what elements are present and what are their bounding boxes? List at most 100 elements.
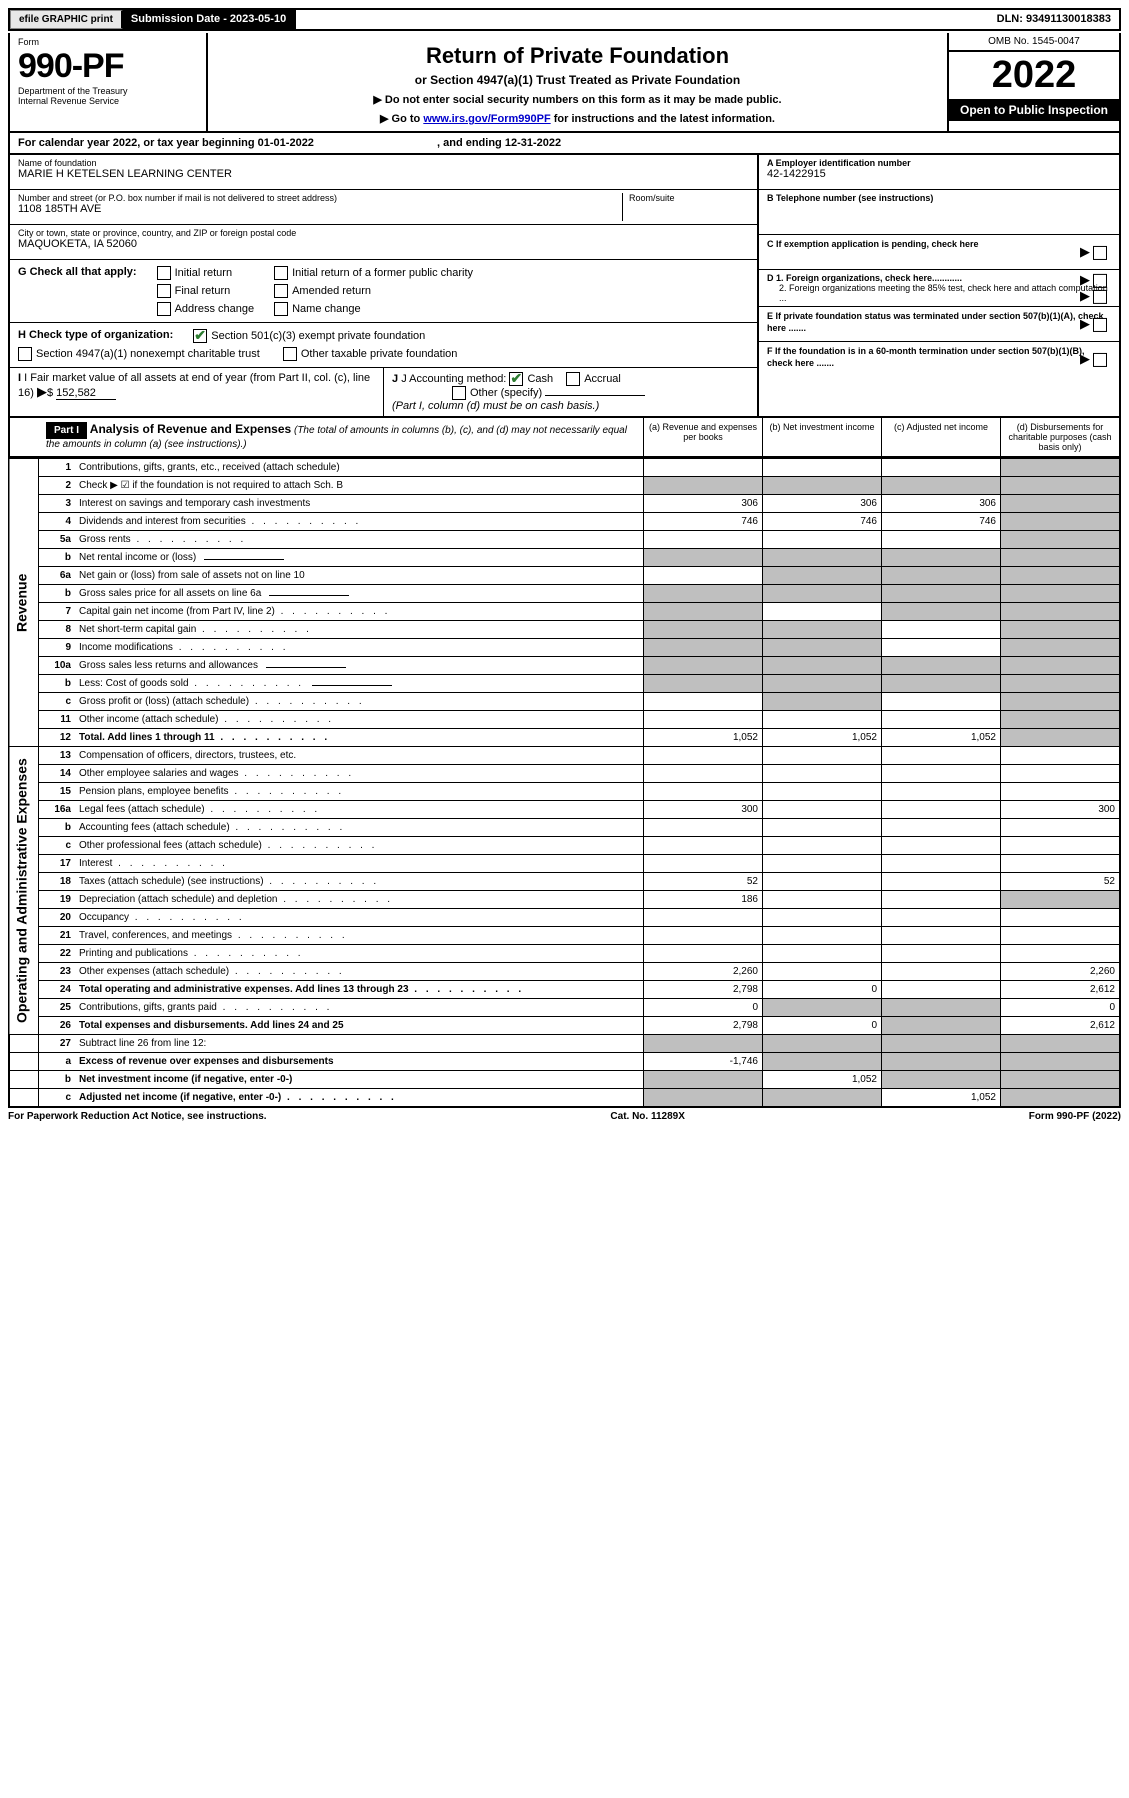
ein-row: A Employer identification number 42-1422… [759, 155, 1119, 190]
table-row: 27Subtract line 26 from line 12: [9, 1035, 1120, 1053]
value-cell-c [882, 1035, 1001, 1053]
value-cell-c [882, 783, 1001, 801]
line-description: Total operating and administrative expen… [75, 981, 644, 999]
line-description: Income modifications [75, 639, 644, 657]
checkbox-cash[interactable] [509, 372, 523, 386]
value-cell-a [644, 459, 763, 477]
line-description: Pension plans, employee benefits [75, 783, 644, 801]
line-number: 3 [39, 495, 76, 513]
checkbox-d1[interactable] [1093, 274, 1107, 288]
value-cell-c [882, 981, 1001, 999]
c-row: C If exemption application is pending, c… [759, 235, 1119, 270]
checkbox-initial-return[interactable] [157, 266, 171, 280]
value-cell-c [882, 1053, 1001, 1071]
line-number: 24 [39, 981, 76, 999]
value-cell-b [763, 531, 882, 549]
checkbox-c[interactable] [1093, 246, 1107, 260]
value-cell-c [882, 999, 1001, 1017]
footer-left: For Paperwork Reduction Act Notice, see … [8, 1111, 267, 1122]
value-cell-a: 746 [644, 513, 763, 531]
line-description: Net rental income or (loss) [75, 549, 644, 567]
table-row: 20Occupancy [9, 909, 1120, 927]
table-row: 17Interest [9, 855, 1120, 873]
open-public-badge: Open to Public Inspection [949, 99, 1119, 121]
line-number: 22 [39, 945, 76, 963]
revenue-section-label: Revenue [9, 459, 39, 747]
form990pf-link[interactable]: www.irs.gov/Form990PF [423, 113, 550, 125]
value-cell-c [882, 531, 1001, 549]
line-description: Printing and publications [75, 945, 644, 963]
phone-label: B Telephone number (see instructions) [767, 193, 1111, 203]
value-cell-d [1001, 657, 1121, 675]
table-row: Revenue1Contributions, gifts, grants, et… [9, 459, 1120, 477]
checkbox-name-change[interactable] [274, 302, 288, 316]
line-description: Gross sales price for all assets on line… [75, 585, 644, 603]
checkbox-501c3[interactable] [193, 329, 207, 343]
value-cell-d [1001, 459, 1121, 477]
line-number: 2 [39, 477, 76, 495]
checkbox-d2[interactable] [1093, 290, 1107, 304]
footer-mid: Cat. No. 11289X [610, 1111, 684, 1122]
table-row: 3Interest on savings and temporary cash … [9, 495, 1120, 513]
value-cell-a [644, 639, 763, 657]
checkbox-e[interactable] [1093, 318, 1107, 332]
value-cell-a [644, 603, 763, 621]
value-cell-c [882, 549, 1001, 567]
d1-label: D 1. Foreign organizations, check here..… [767, 273, 1111, 283]
value-cell-b [763, 801, 882, 819]
address-row: Number and street (or P.O. box number if… [10, 190, 757, 225]
value-cell-b [763, 909, 882, 927]
efile-print-button[interactable]: efile GRAPHIC print [10, 10, 123, 29]
value-cell-b [763, 693, 882, 711]
value-cell-c [882, 477, 1001, 495]
line-number: c [39, 693, 76, 711]
line-description: Gross rents [75, 531, 644, 549]
value-cell-a [644, 1035, 763, 1053]
table-row: 7Capital gain net income (from Part IV, … [9, 603, 1120, 621]
checkbox-other-method[interactable] [452, 386, 466, 400]
table-row: 22Printing and publications [9, 945, 1120, 963]
instr2-post: for instructions and the latest informat… [551, 113, 775, 125]
value-cell-b: 0 [763, 981, 882, 999]
value-cell-b [763, 711, 882, 729]
room-label: Room/suite [629, 193, 749, 203]
checkbox-f[interactable] [1093, 353, 1107, 367]
value-cell-b [763, 891, 882, 909]
table-row: 16aLegal fees (attach schedule)300300 [9, 801, 1120, 819]
table-row: 26Total expenses and disbursements. Add … [9, 1017, 1120, 1035]
value-cell-c: 746 [882, 513, 1001, 531]
value-cell-b: 746 [763, 513, 882, 531]
value-cell-c [882, 621, 1001, 639]
value-cell-b [763, 639, 882, 657]
ij-row: I I Fair market value of all assets at e… [10, 368, 757, 416]
value-cell-d [1001, 531, 1121, 549]
g-opt-final: Final return [157, 284, 255, 298]
table-row: bNet rental income or (loss) [9, 549, 1120, 567]
j-block: J J Accounting method: Cash Accrual Othe… [384, 368, 757, 416]
form-subtitle: or Section 4947(a)(1) Trust Treated as P… [214, 73, 941, 87]
value-cell-b: 0 [763, 1017, 882, 1035]
table-row: 5aGross rents [9, 531, 1120, 549]
part1-desc-cell: Part I Analysis of Revenue and Expenses … [38, 418, 643, 456]
value-cell-c [882, 837, 1001, 855]
value-cell-a [644, 927, 763, 945]
value-cell-a: 2,798 [644, 1017, 763, 1035]
value-cell-d [1001, 495, 1121, 513]
checkbox-other-taxable[interactable] [283, 347, 297, 361]
checkbox-initial-public[interactable] [274, 266, 288, 280]
empty-section-cell [9, 1053, 39, 1071]
line-number: c [39, 837, 76, 855]
header-left: Form 990-PF Department of the Treasury I… [10, 33, 208, 131]
checkbox-address-change[interactable] [157, 302, 171, 316]
checkbox-accrual[interactable] [566, 372, 580, 386]
table-row: aExcess of revenue over expenses and dis… [9, 1053, 1120, 1071]
table-row: bLess: Cost of goods sold [9, 675, 1120, 693]
line-number: 12 [39, 729, 76, 747]
checkbox-4947a1[interactable] [18, 347, 32, 361]
value-cell-b [763, 819, 882, 837]
table-row: bNet investment income (if negative, ent… [9, 1071, 1120, 1089]
checkbox-amended-return[interactable] [274, 284, 288, 298]
checkbox-final-return[interactable] [157, 284, 171, 298]
line-number: 27 [39, 1035, 76, 1053]
line-description: Capital gain net income (from Part IV, l… [75, 603, 644, 621]
